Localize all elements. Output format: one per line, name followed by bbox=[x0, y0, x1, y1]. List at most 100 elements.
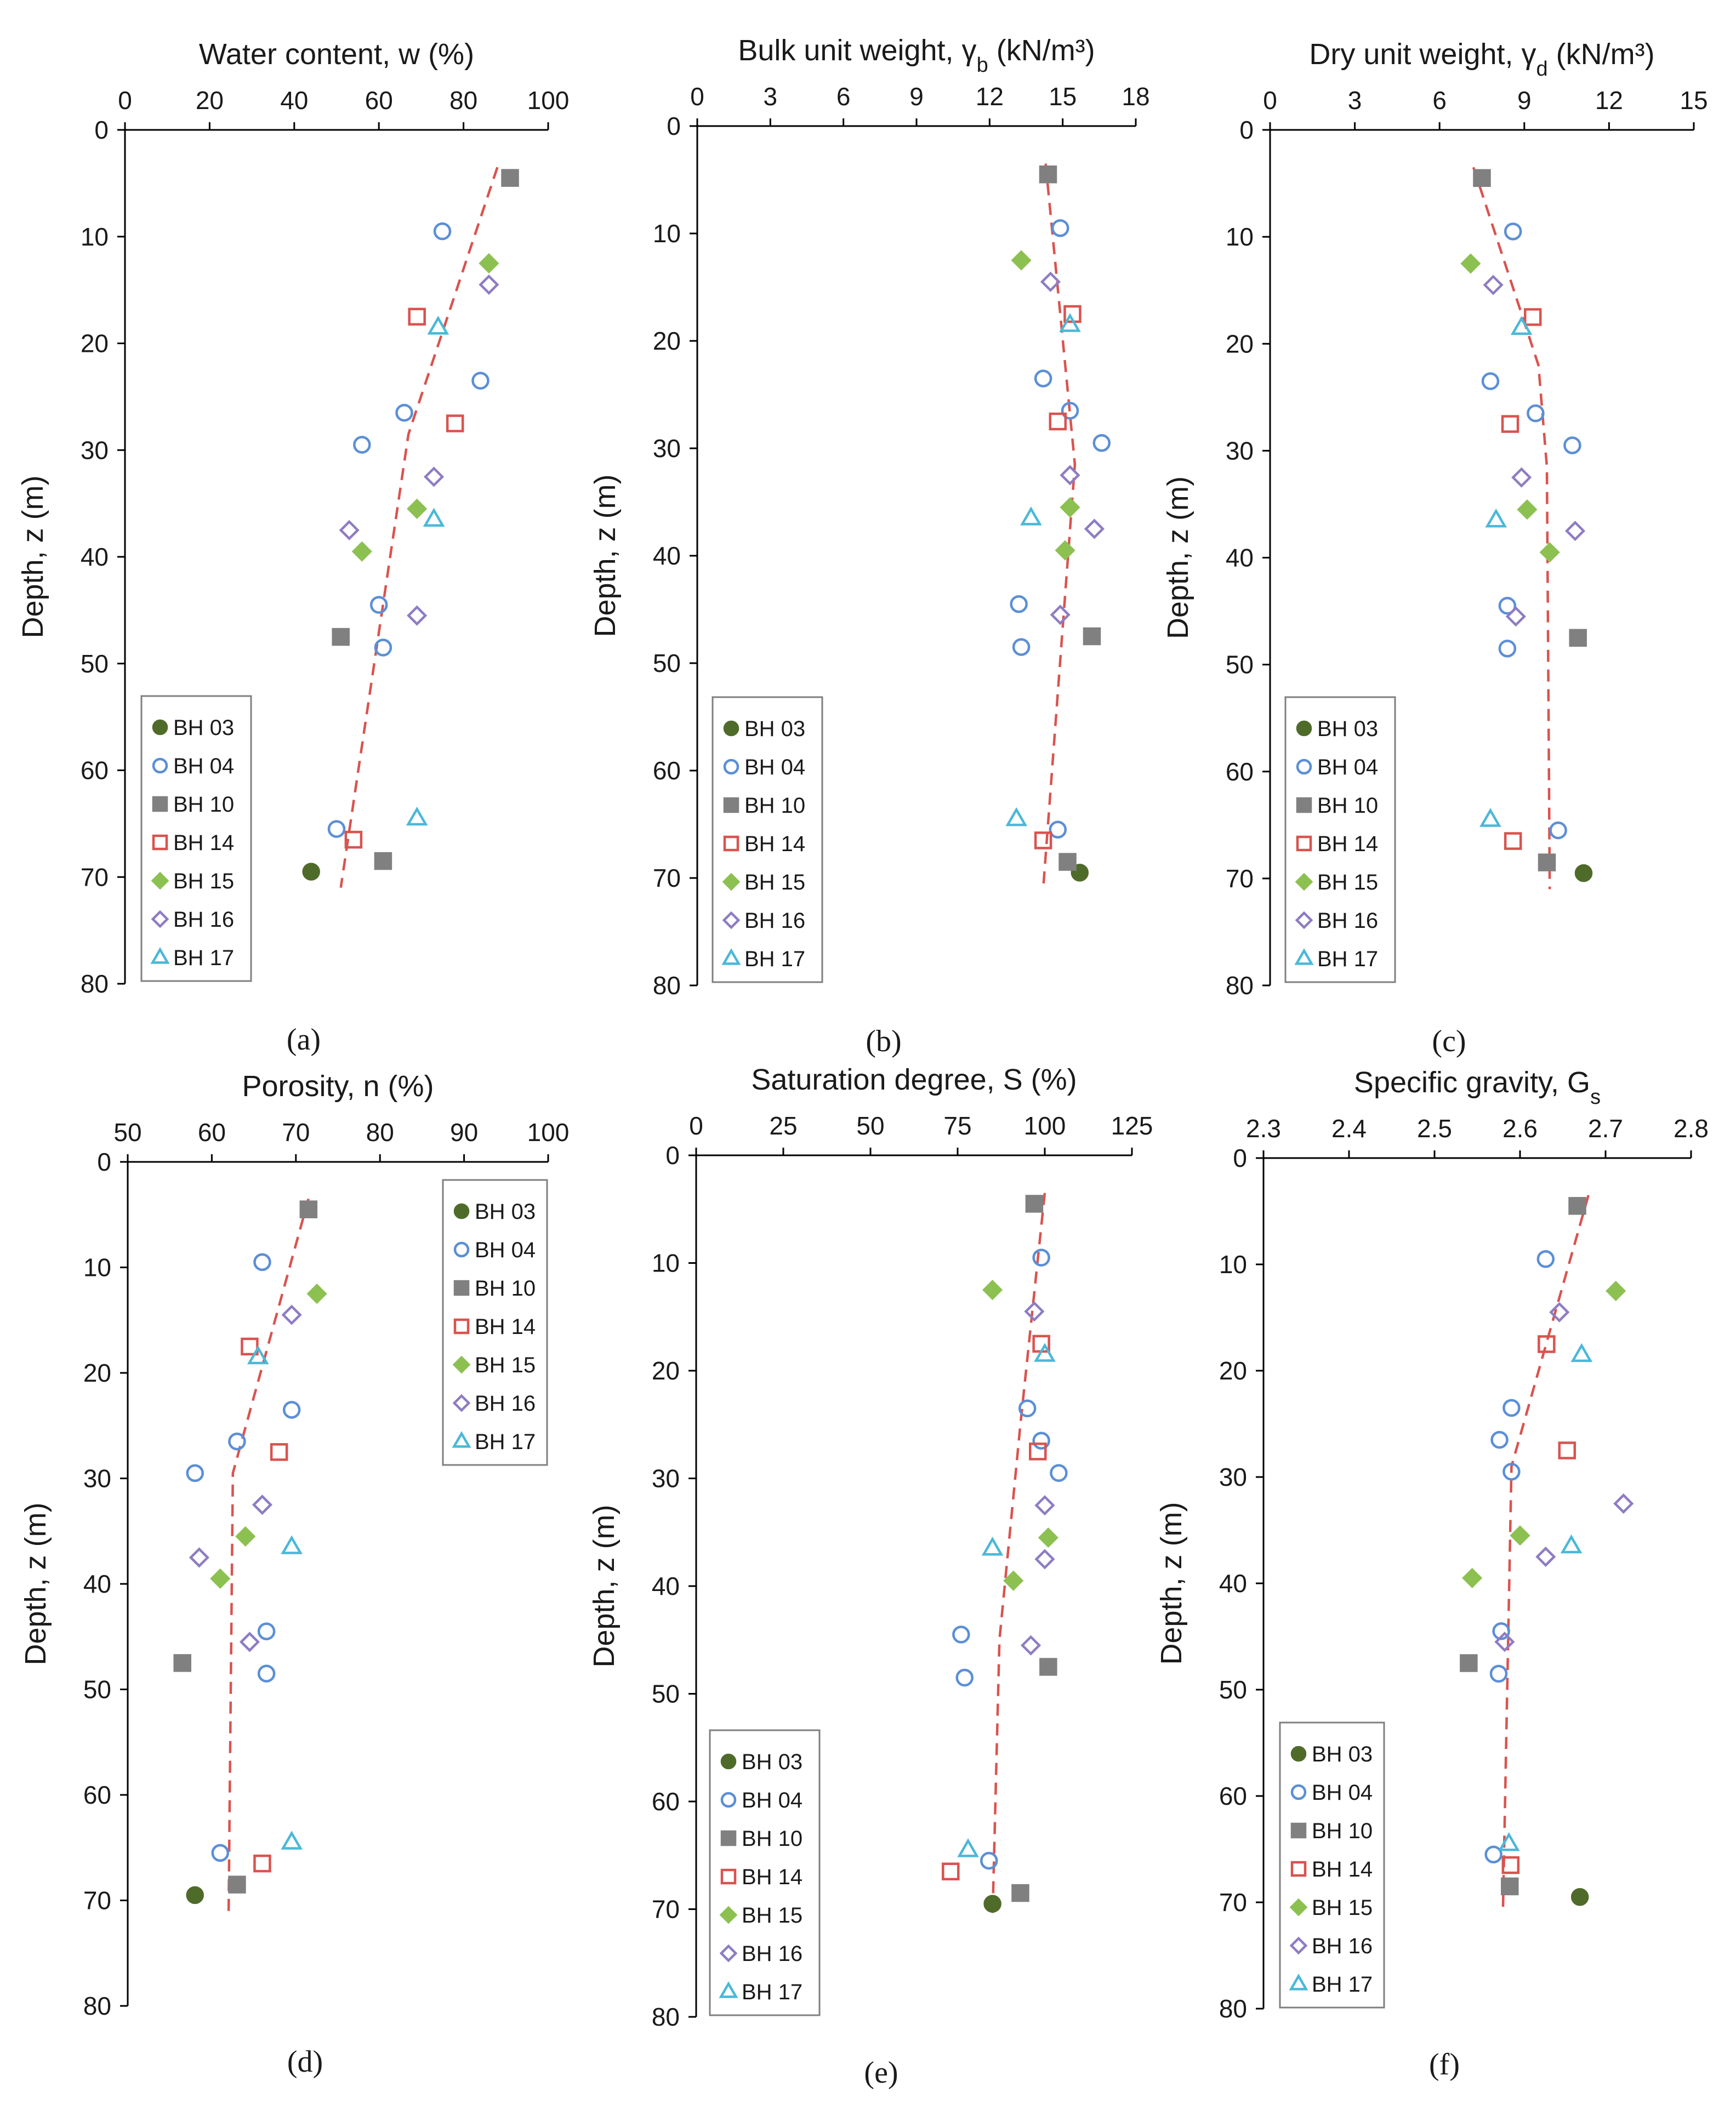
legend-label: BH 15 bbox=[742, 1903, 802, 1928]
data-point-bh16 bbox=[1511, 467, 1532, 488]
data-point-bh04 bbox=[282, 1401, 301, 1419]
x-tick-label: 18 bbox=[1122, 82, 1149, 111]
legend-marker-bh17 bbox=[1289, 1974, 1308, 1991]
data-point-bh17 bbox=[1034, 1343, 1056, 1362]
data-point-bh04 bbox=[471, 372, 490, 390]
data-point-bh04 bbox=[186, 1464, 204, 1483]
y-tick-label: 20 bbox=[81, 329, 109, 358]
legend-marker-bh16 bbox=[1295, 911, 1313, 930]
y-tick-label: 40 bbox=[1226, 544, 1254, 572]
data-point-bh15 bbox=[1060, 497, 1080, 518]
legend-box bbox=[1284, 696, 1396, 983]
data-point-bh16 bbox=[1505, 606, 1526, 627]
data-point-bh16 bbox=[281, 1304, 302, 1325]
legend-label: BH 03 bbox=[1312, 1742, 1373, 1766]
legend-marker-bh16 bbox=[722, 911, 741, 930]
data-point-bh15 bbox=[1517, 499, 1538, 520]
y-tick-label: 50 bbox=[653, 649, 681, 677]
data-point-bh04 bbox=[1527, 404, 1545, 423]
x-tick-label: 60 bbox=[198, 1118, 226, 1147]
legend-marker-bh03 bbox=[152, 719, 168, 735]
chart-panel-1: 0 20 40 60 80 100 0 10 20 30 40 50 60 70 80 Water conte… bbox=[16, 38, 569, 1057]
x-tick-label: 60 bbox=[365, 86, 393, 115]
legend-marker-bh17 bbox=[452, 1431, 471, 1448]
y-tick-label: 20 bbox=[653, 327, 681, 355]
legend-marker-bh17 bbox=[719, 1981, 738, 1998]
x-tick-label: 15 bbox=[1049, 82, 1077, 111]
data-point-bh04 bbox=[211, 1844, 229, 1862]
y-tick-label: 0 bbox=[97, 1148, 111, 1176]
y-tick-label: 20 bbox=[652, 1356, 680, 1385]
data-point-bh16 bbox=[252, 1495, 273, 1515]
data-point-bh04 bbox=[1481, 372, 1500, 390]
data-point-bh04 bbox=[1504, 223, 1522, 241]
data-point-bh10 bbox=[1039, 1658, 1057, 1676]
legend-label: BH 15 bbox=[173, 869, 234, 893]
panel-label: (e) bbox=[864, 2056, 898, 2090]
data-point-bh15 bbox=[479, 253, 499, 274]
panel-label: (b) bbox=[866, 1024, 901, 1058]
y-tick-label: 80 bbox=[1226, 971, 1254, 1000]
data-point-bh17 bbox=[957, 1838, 979, 1857]
legend-label: BH 14 bbox=[173, 831, 234, 855]
chart-title: Bulk unit weight, γb (kN/m³) bbox=[738, 34, 1095, 77]
legend-marker-bh17 bbox=[150, 947, 170, 964]
y-tick-label: 20 bbox=[1226, 329, 1254, 358]
legend-label: BH 16 bbox=[744, 909, 805, 933]
data-point-bh10 bbox=[1025, 1195, 1044, 1213]
x-tick-label: 100 bbox=[527, 1118, 570, 1147]
data-point-bh10 bbox=[1569, 629, 1587, 647]
x-tick-label: 2.4 bbox=[1331, 1114, 1367, 1143]
legend-label: BH 16 bbox=[742, 1942, 802, 1966]
x-tick-label: 50 bbox=[856, 1111, 884, 1140]
data-point-bh16 bbox=[1060, 465, 1080, 486]
y-tick-label: 30 bbox=[83, 1464, 111, 1493]
legend-marker-bh14 bbox=[1296, 835, 1312, 852]
chart-title: Porosity, n (%) bbox=[242, 1070, 434, 1103]
panel-label: (a) bbox=[287, 1023, 321, 1057]
y-tick-label: 30 bbox=[652, 1464, 680, 1493]
y-tick-label: 40 bbox=[81, 543, 109, 571]
y-axis-label: Depth, z (m) bbox=[588, 1504, 621, 1667]
y-tick-label: 60 bbox=[1219, 1782, 1247, 1810]
legend-marker-bh04 bbox=[723, 759, 739, 775]
data-point-bh04 bbox=[1092, 434, 1111, 452]
data-point-bh16 bbox=[1024, 1301, 1045, 1322]
legend-marker-bh16 bbox=[719, 1944, 738, 1963]
y-tick-label: 0 bbox=[1239, 116, 1254, 144]
legend-marker-bh17 bbox=[1294, 948, 1314, 965]
data-point-bh04 bbox=[1010, 595, 1028, 613]
data-point-bh04 bbox=[257, 1664, 276, 1683]
panel-label: (c) bbox=[1432, 1024, 1466, 1058]
panel-label: (d) bbox=[287, 2045, 323, 2079]
y-tick-label: 70 bbox=[81, 863, 109, 891]
data-point-bh17 bbox=[1498, 1832, 1520, 1851]
x-tick-label: 9 bbox=[1517, 86, 1532, 115]
legend-marker-bh14 bbox=[723, 835, 739, 852]
legend-label: BH 03 bbox=[1317, 717, 1378, 741]
legend-label: BH 16 bbox=[1317, 909, 1378, 933]
legend-label: BH 16 bbox=[173, 908, 234, 932]
legend-label: BH 03 bbox=[742, 1750, 802, 1774]
data-point-bh14 bbox=[344, 830, 363, 849]
legend-label: BH 15 bbox=[475, 1353, 536, 1377]
y-tick-label: 10 bbox=[1219, 1250, 1247, 1279]
legend-marker-bh10 bbox=[453, 1280, 470, 1296]
legend-label: BH 04 bbox=[742, 1788, 802, 1812]
legend-label: BH 14 bbox=[744, 832, 805, 856]
data-point-bh15 bbox=[982, 1280, 1003, 1301]
data-point-bh04 bbox=[1032, 1432, 1050, 1450]
trend-line bbox=[339, 167, 499, 888]
y-tick-label: 30 bbox=[1219, 1463, 1247, 1491]
y-tick-label: 30 bbox=[1226, 436, 1254, 465]
legend-marker-bh14 bbox=[152, 834, 168, 851]
data-point-bh16 bbox=[407, 605, 428, 626]
legend-label: BH 10 bbox=[742, 1827, 802, 1851]
data-point-bh17 bbox=[1560, 1534, 1583, 1554]
legend-marker-bh16 bbox=[452, 1394, 471, 1412]
data-point-bh17 bbox=[1020, 506, 1042, 526]
legend-label: BH 10 bbox=[1312, 1819, 1373, 1843]
data-point-bh10 bbox=[1538, 853, 1556, 871]
y-axis-label: Depth, z (m) bbox=[1162, 476, 1194, 639]
